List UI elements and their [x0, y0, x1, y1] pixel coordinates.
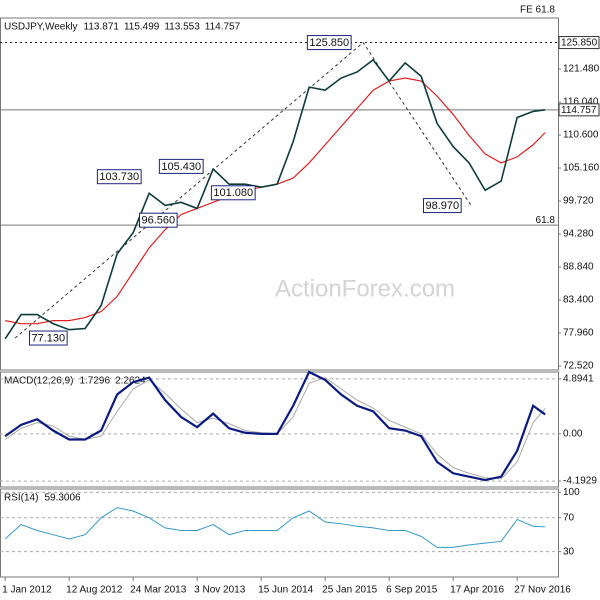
panel-frame [0, 17, 559, 371]
panel-title: USDJPY,Weekly [4, 22, 78, 33]
panel-frame [0, 488, 559, 578]
readout: 113.553 [164, 22, 200, 33]
annotation-box [210, 185, 256, 201]
x-tick-label: 1 Jan 2012 [2, 585, 52, 596]
annotation-box [422, 198, 462, 214]
x-tick-label: 24 Mar 2013 [130, 585, 187, 596]
annotation-box [138, 212, 178, 228]
series-line [4, 370, 546, 482]
y-tick-label: 30 [563, 546, 575, 557]
annotation-label: 101.080 [213, 187, 253, 199]
level-label: 125.850 [561, 38, 598, 49]
readout: 59.3006 [44, 493, 81, 504]
y-tick-label: 116.040 [563, 97, 599, 108]
annotation-box [96, 169, 142, 185]
y-tick-label: 72.520 [563, 361, 594, 372]
y-tick-label: 105.160 [563, 163, 600, 174]
level-box [558, 103, 600, 117]
series-line [4, 507, 546, 548]
y-tick-label: 83.400 [563, 295, 594, 306]
y-tick-label: 121.480 [563, 64, 600, 75]
y-tick-label: 94.280 [563, 229, 594, 240]
annotation-label: 96.560 [141, 215, 175, 227]
series-line [4, 58, 546, 340]
y-tick-label: 110.600 [563, 130, 599, 141]
readout: 2.2624 [115, 376, 146, 387]
readout: 114.757 [205, 22, 241, 33]
watermark: ActionForex.com [275, 275, 455, 302]
level-label: 114.757 [561, 105, 597, 116]
y-tick-label: -4.1929 [563, 476, 597, 487]
annotation-label: 98.970 [425, 200, 459, 212]
fe-projection [14, 41, 472, 339]
y-tick-label: 70 [563, 512, 575, 523]
y-tick-label: 77.960 [563, 328, 594, 339]
annotation-box [28, 330, 68, 346]
x-tick-label: 3 Nov 2013 [194, 585, 246, 596]
series-line [4, 377, 546, 480]
annotation-label: 125.850 [309, 37, 349, 49]
x-tick-label: 12 Aug 2012 [66, 585, 123, 596]
readout: 113.871 [84, 22, 120, 33]
panel-title: RSI(14) [4, 493, 38, 504]
annotation-box [306, 35, 352, 51]
y-tick-label: 88.840 [563, 262, 594, 273]
annotation-label: 77.130 [31, 332, 65, 344]
readout: 1.7296 [79, 376, 110, 387]
y-tick-label: 100 [563, 487, 580, 498]
level-label: 61.8 [536, 215, 556, 226]
annotation-label: 105.430 [161, 161, 201, 173]
level-box [558, 36, 600, 50]
readout: 115.499 [124, 22, 160, 33]
corner-label: FE 61.8 [520, 5, 555, 16]
y-tick-label: 99.720 [563, 196, 594, 207]
y-tick-label: 4.8941 [563, 373, 594, 384]
x-tick-label: 17 Apr 2016 [450, 585, 504, 596]
panel-frame [0, 371, 559, 488]
annotation-box [158, 158, 204, 174]
x-tick-label: 6 Sep 2015 [386, 585, 438, 596]
x-tick-label: 15 Jun 2014 [258, 585, 313, 596]
annotation-label: 103.730 [99, 171, 139, 183]
x-tick-label: 27 Nov 2016 [514, 585, 571, 596]
panel-title: MACD(12,26,9) [4, 376, 73, 387]
x-tick-label: 25 Jan 2015 [322, 585, 377, 596]
y-tick-label: 0.00 [563, 429, 583, 440]
